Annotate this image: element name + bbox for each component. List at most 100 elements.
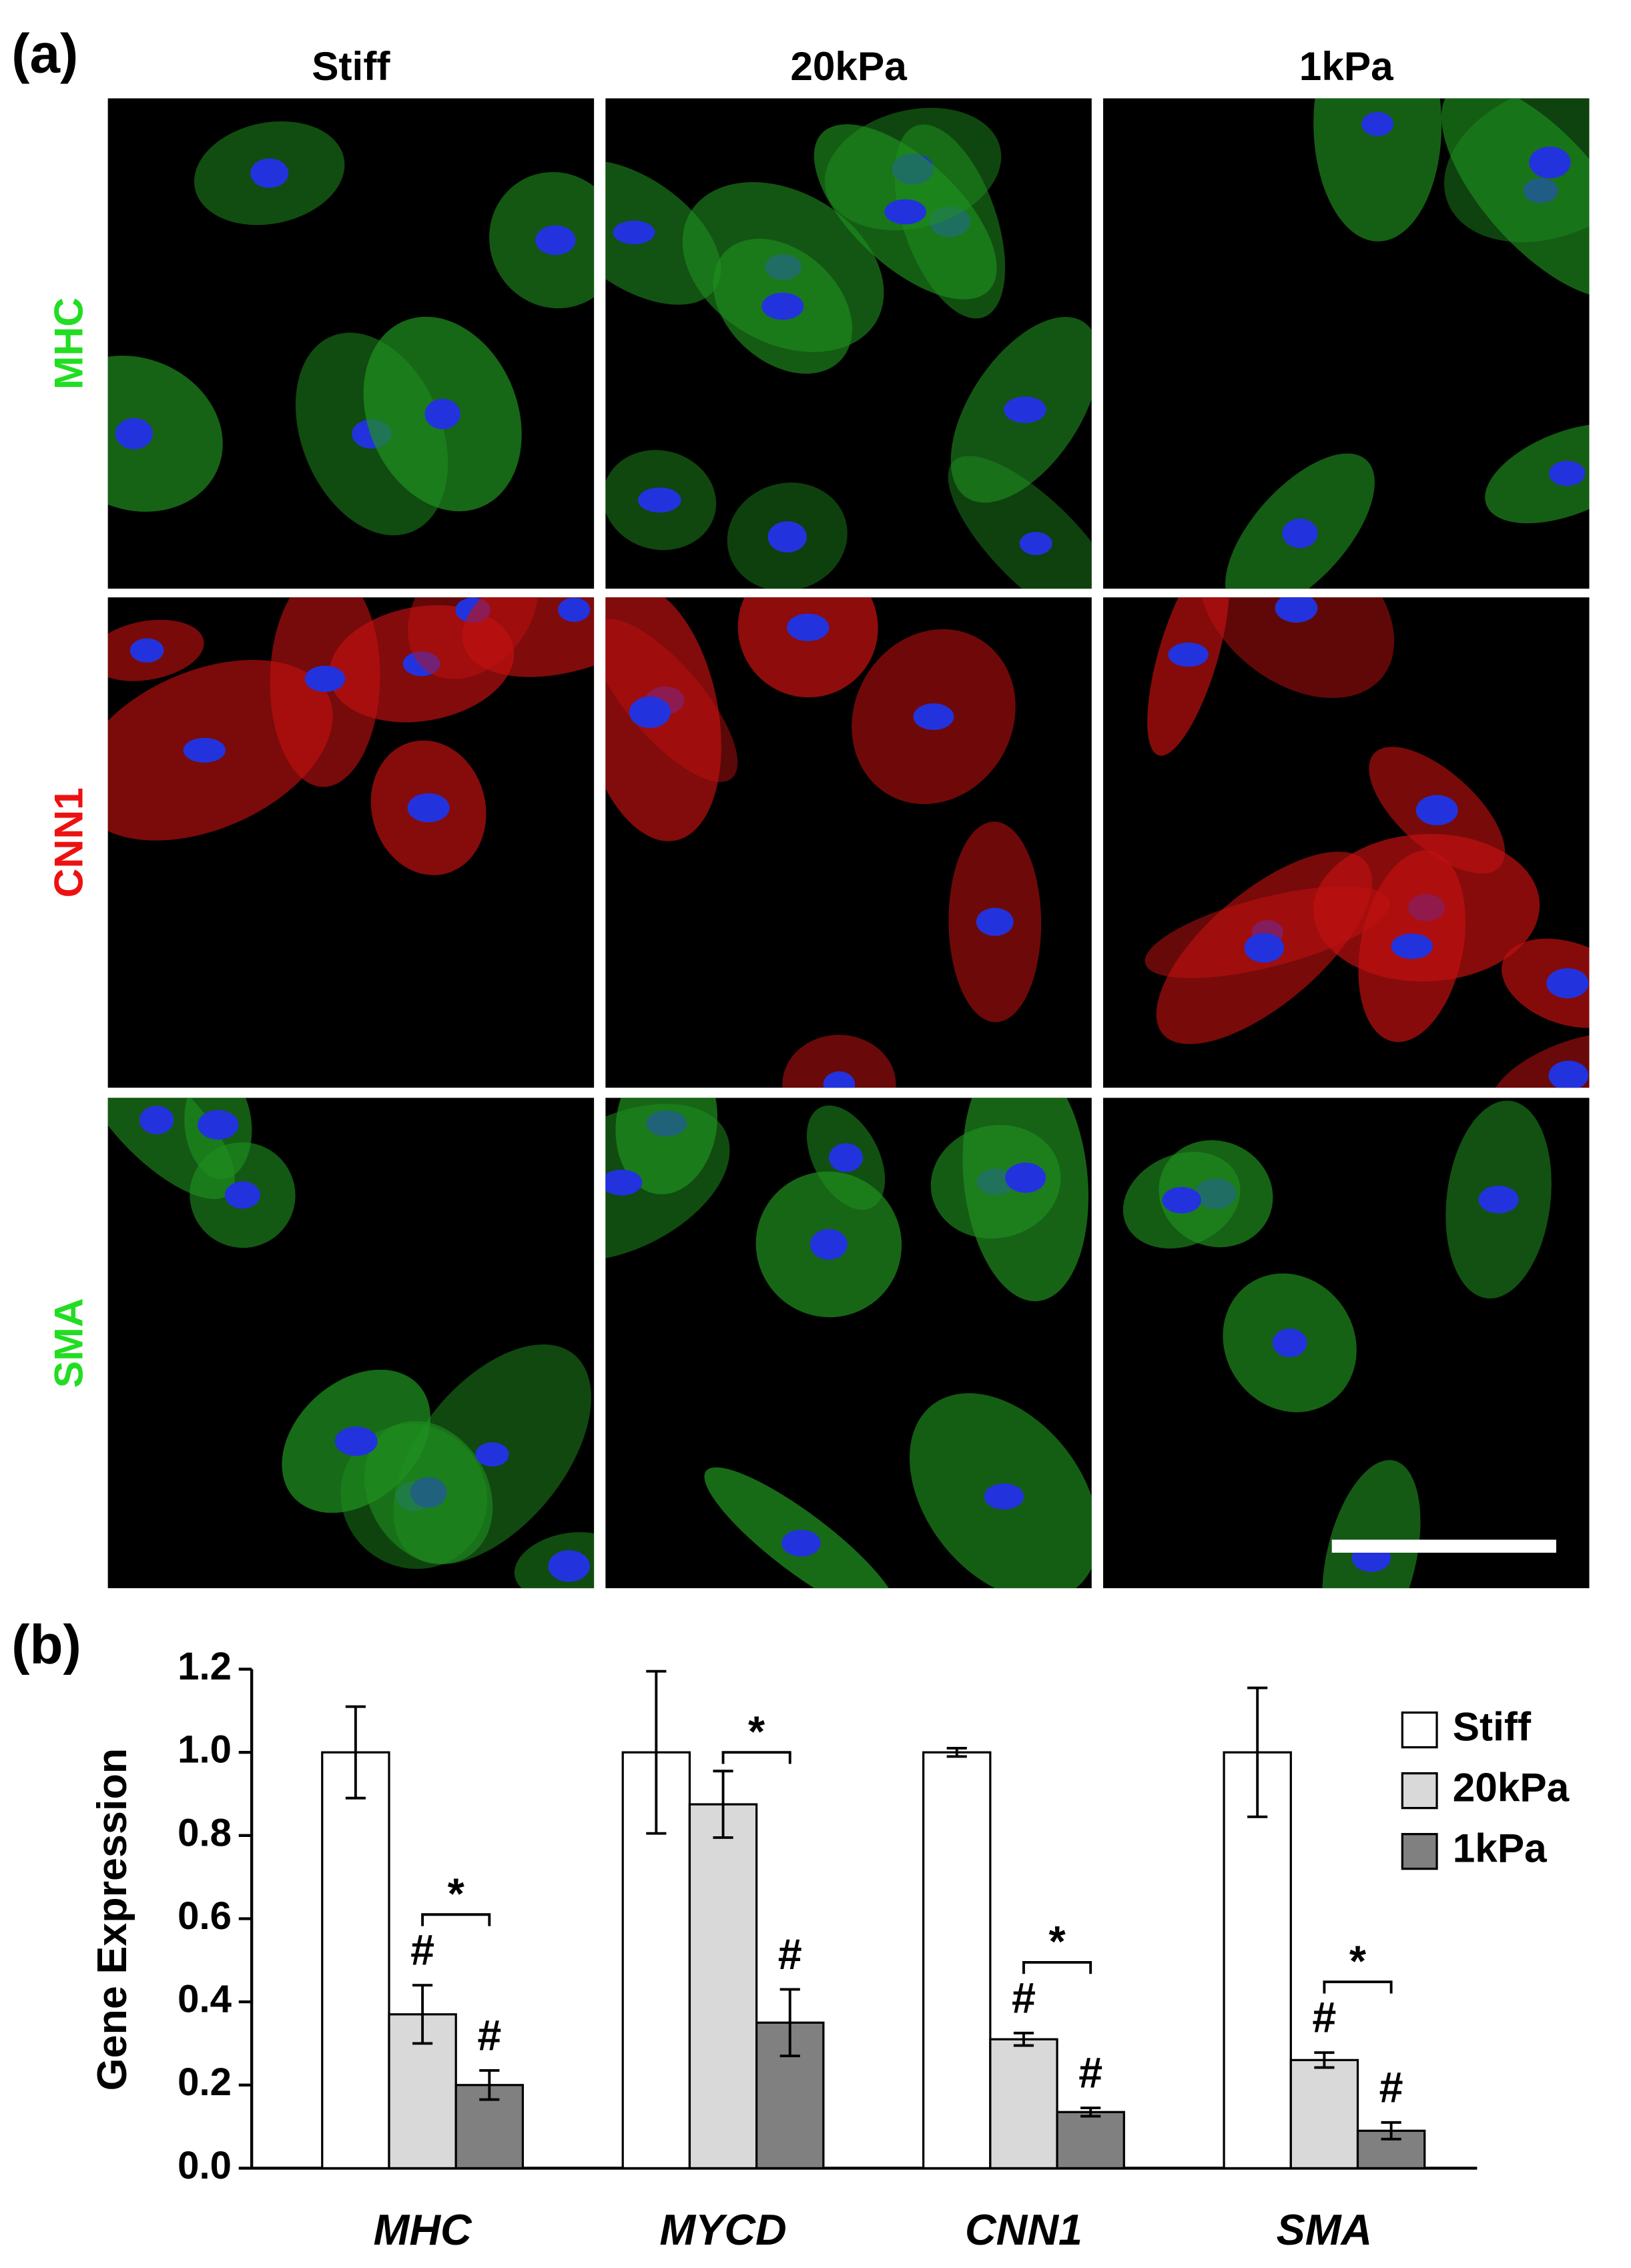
bar [321, 1751, 390, 2170]
nucleus [535, 225, 576, 256]
nucleus [183, 737, 226, 763]
nucleus [913, 703, 954, 730]
nucleus [1361, 111, 1394, 136]
micrograph [605, 98, 1092, 589]
significance-star: * [748, 1707, 765, 1756]
legend-swatch [1401, 1833, 1438, 1870]
nucleus [558, 597, 591, 623]
nucleus [823, 1071, 856, 1088]
error-bar [1314, 2051, 1335, 2069]
nucleus [1478, 1186, 1519, 1214]
x-tick-label: MHC [373, 2205, 472, 2254]
significance-bracket [721, 1751, 791, 1764]
nucleus [115, 418, 153, 450]
nucleus [637, 487, 681, 513]
nucleus [1005, 1162, 1046, 1193]
nucleus [613, 220, 655, 245]
nucleus [629, 696, 671, 729]
nucleus [1004, 396, 1046, 424]
nucleus [761, 292, 804, 320]
nucleus [475, 1442, 509, 1467]
y-tick-label: 0.0 [178, 2144, 232, 2187]
image-content [1145, 597, 1590, 1088]
legend-swatch [1401, 1772, 1438, 1810]
significance-marker: # [778, 1930, 802, 1978]
nucleus [1168, 642, 1209, 667]
significance-star: * [1048, 1917, 1066, 1966]
nucleus [1162, 1186, 1201, 1214]
nucleus [1415, 795, 1458, 825]
significance-marker: # [1078, 2048, 1102, 2097]
nucleus [1548, 1060, 1589, 1088]
significance-marker: # [1012, 1973, 1036, 2022]
nucleus [829, 1143, 863, 1172]
column-label: 1kPa [1299, 43, 1394, 89]
nucleus [224, 1181, 260, 1209]
nucleus [548, 1550, 590, 1582]
error-bar [1381, 2121, 1401, 2141]
significance-star: * [1349, 1936, 1367, 1985]
row-label: CNN1 [46, 787, 91, 897]
error-bar [646, 1669, 667, 1835]
nucleus [787, 613, 830, 641]
nucleus [334, 1427, 378, 1456]
image-content [1225, 98, 1590, 589]
panel-label: (b) [11, 1615, 81, 1675]
nucleus [1282, 518, 1318, 548]
significance-star: * [448, 1869, 465, 1918]
image-content [107, 597, 595, 875]
image-content [605, 597, 1042, 1088]
nucleus [1529, 146, 1571, 179]
micrograph [605, 1098, 1092, 1589]
y-tick-label: 0.4 [178, 1977, 232, 2020]
bar [1056, 2111, 1125, 2170]
image-content [605, 1098, 1092, 1589]
panel-label: (a) [11, 23, 78, 84]
row-label: MHC [46, 298, 91, 390]
significance-bracket [421, 1913, 491, 1926]
y-tick-label: 1.2 [178, 1645, 232, 1688]
error-bar [713, 1770, 733, 1839]
x-tick-label: MYCD [659, 2205, 786, 2254]
image-content [605, 107, 1092, 589]
nucleus [976, 907, 1014, 936]
significance-marker: # [1312, 1992, 1336, 2041]
bar [688, 1803, 758, 2170]
nucleus [1391, 933, 1433, 960]
error-bar [779, 1988, 800, 2058]
micrograph [107, 597, 595, 1088]
nucleus [1524, 177, 1558, 204]
micrograph [605, 597, 1092, 1088]
x-tick-label: CNN1 [965, 2205, 1082, 2254]
y-tick-label: 1.0 [178, 1728, 232, 1772]
error-bar [1013, 2031, 1034, 2047]
error-bar [412, 1984, 433, 2045]
nucleus [781, 1529, 821, 1557]
nucleus [1549, 460, 1586, 486]
bar [1289, 2058, 1359, 2170]
error-bar [1247, 1686, 1268, 1818]
significance-bracket [1022, 1960, 1092, 1974]
nucleus [304, 665, 346, 693]
bar [1223, 1751, 1292, 2170]
significance-marker: # [410, 1926, 434, 1974]
error-bar [345, 1705, 366, 1800]
nucleus [407, 793, 450, 823]
image-content [1122, 1100, 1552, 1589]
error-bar [946, 1747, 967, 1758]
image-content [107, 1098, 595, 1589]
legend-swatch [1401, 1711, 1438, 1749]
significance-marker: # [1379, 2062, 1403, 2111]
micrograph [107, 1098, 595, 1589]
y-tick-label: 0.2 [178, 2060, 232, 2104]
error-bar [479, 2069, 500, 2101]
y-tick-label: 0.8 [178, 1811, 232, 1854]
legend-label: 20kPa [1453, 1765, 1570, 1810]
nucleus [809, 1228, 848, 1260]
micrograph [1103, 98, 1590, 589]
micrograph [1103, 597, 1590, 1088]
nucleus [1019, 532, 1052, 555]
nucleus [767, 521, 807, 552]
